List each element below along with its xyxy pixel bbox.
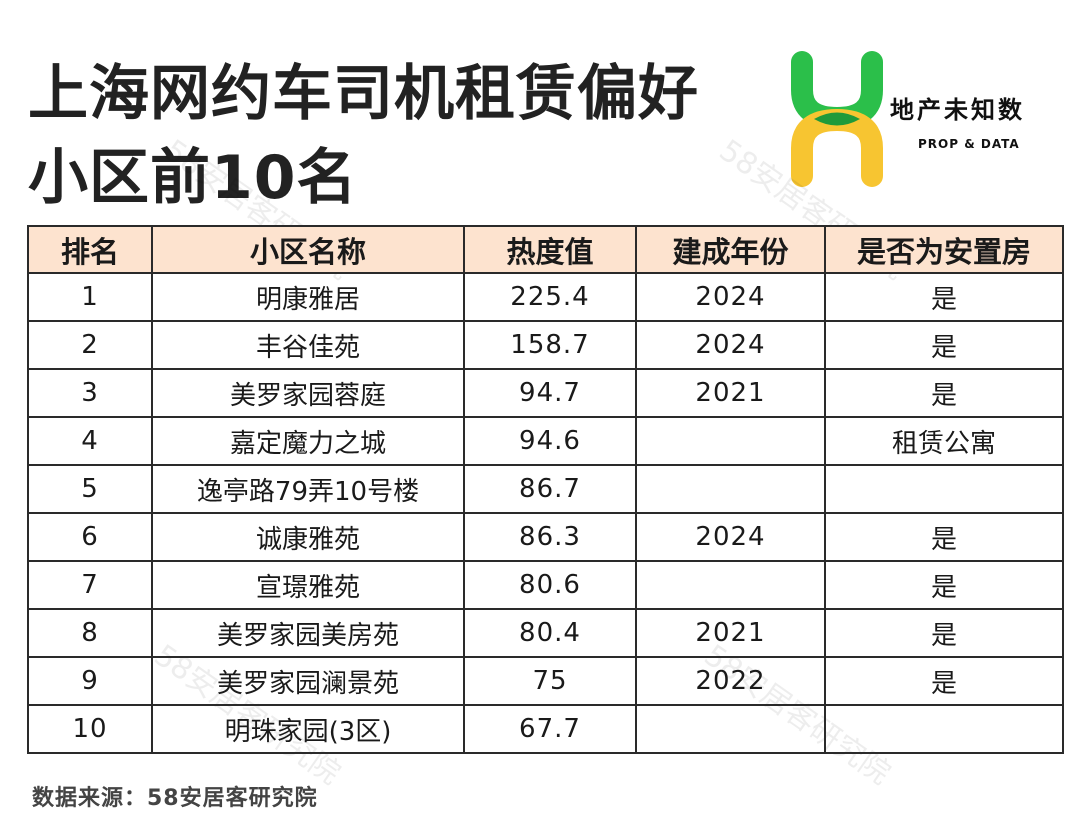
header-name: 小区名称: [151, 225, 465, 274]
cell-year: 2024: [635, 512, 826, 562]
cell-name: 宣璟雅苑: [151, 560, 465, 610]
cell-name: 诚康雅苑: [151, 512, 465, 562]
cell-rank: 1: [27, 272, 153, 322]
cell-rank: 7: [27, 560, 153, 610]
cell-year: 2021: [635, 608, 826, 658]
cell-year: [635, 464, 826, 514]
table-row: 6 诚康雅苑 86.3 2024 是: [27, 512, 1064, 562]
cell-name: 美罗家园美房苑: [151, 608, 465, 658]
cell-resettlement: 是: [824, 272, 1064, 322]
cell-heat: 75: [463, 656, 637, 706]
cell-name: 明康雅居: [151, 272, 465, 322]
cell-resettlement: 租赁公寓: [824, 416, 1064, 466]
data-source-note: 数据来源：58安居客研究院: [32, 786, 318, 811]
cell-rank: 10: [27, 704, 153, 754]
header-heat: 热度值: [463, 225, 637, 274]
cell-resettlement: 是: [824, 608, 1064, 658]
cell-rank: 6: [27, 512, 153, 562]
ranking-table: 排名 小区名称 热度值 建成年份 是否为安置房 1 明康雅居 225.4 202…: [27, 225, 1064, 754]
table-row: 9 美罗家园澜景苑 75 2022 是: [27, 656, 1064, 706]
cell-heat: 94.7: [463, 368, 637, 418]
table-row: 2 丰谷佳苑 158.7 2024 是: [27, 320, 1064, 370]
logo-name-cn: 地产未知数: [890, 96, 1025, 124]
cell-name: 嘉定魔力之城: [151, 416, 465, 466]
table-row: 3 美罗家园蓉庭 94.7 2021 是: [27, 368, 1064, 418]
cell-heat: 225.4: [463, 272, 637, 322]
cell-heat: 94.6: [463, 416, 637, 466]
cell-year: 2024: [635, 320, 826, 370]
cell-name: 美罗家园蓉庭: [151, 368, 465, 418]
cell-rank: 9: [27, 656, 153, 706]
cell-heat: 80.4: [463, 608, 637, 658]
cell-rank: 2: [27, 320, 153, 370]
cell-name: 美罗家园澜景苑: [151, 656, 465, 706]
logo-name-en: PROP & DATA: [918, 137, 1020, 151]
table-row: 7 宣璟雅苑 80.6 是: [27, 560, 1064, 610]
cell-name: 丰谷佳苑: [151, 320, 465, 370]
cell-heat: 67.7: [463, 704, 637, 754]
cell-rank: 3: [27, 368, 153, 418]
cell-year: 2021: [635, 368, 826, 418]
cell-resettlement: 是: [824, 320, 1064, 370]
page-title: 上海网约车司机租赁偏好 小区前10名: [28, 52, 699, 220]
cell-year: [635, 560, 826, 610]
cell-heat: 80.6: [463, 560, 637, 610]
table-header-row: 排名 小区名称 热度值 建成年份 是否为安置房: [27, 225, 1064, 274]
cell-resettlement: [824, 704, 1064, 754]
header-year: 建成年份: [635, 225, 826, 274]
title-line-1: 上海网约车司机租赁偏好: [28, 59, 699, 129]
cell-rank: 8: [27, 608, 153, 658]
cell-year: 2024: [635, 272, 826, 322]
title-line-2: 小区前10名: [28, 143, 358, 213]
cell-resettlement: 是: [824, 560, 1064, 610]
cell-rank: 5: [27, 464, 153, 514]
cell-year: [635, 704, 826, 754]
cell-name: 明珠家园(3区): [151, 704, 465, 754]
cell-heat: 158.7: [463, 320, 637, 370]
cell-resettlement: [824, 464, 1064, 514]
cell-resettlement: 是: [824, 656, 1064, 706]
table-row: 5 逸亭路79弄10号楼 86.7: [27, 464, 1064, 514]
cell-resettlement: 是: [824, 368, 1064, 418]
header-resettlement: 是否为安置房: [824, 225, 1064, 274]
table-row: 10 明珠家园(3区) 67.7: [27, 704, 1064, 754]
brand-logo: 地产未知数 PROP & DATA: [790, 48, 1060, 188]
header-rank: 排名: [27, 225, 153, 274]
table-row: 4 嘉定魔力之城 94.6 租赁公寓: [27, 416, 1064, 466]
cell-year: [635, 416, 826, 466]
cell-year: 2022: [635, 656, 826, 706]
table-row: 1 明康雅居 225.4 2024 是: [27, 272, 1064, 322]
cell-rank: 4: [27, 416, 153, 466]
cell-name: 逸亭路79弄10号楼: [151, 464, 465, 514]
logo-mark-icon: [791, 51, 883, 187]
cell-resettlement: 是: [824, 512, 1064, 562]
cell-heat: 86.3: [463, 512, 637, 562]
cell-heat: 86.7: [463, 464, 637, 514]
table-row: 8 美罗家园美房苑 80.4 2021 是: [27, 608, 1064, 658]
